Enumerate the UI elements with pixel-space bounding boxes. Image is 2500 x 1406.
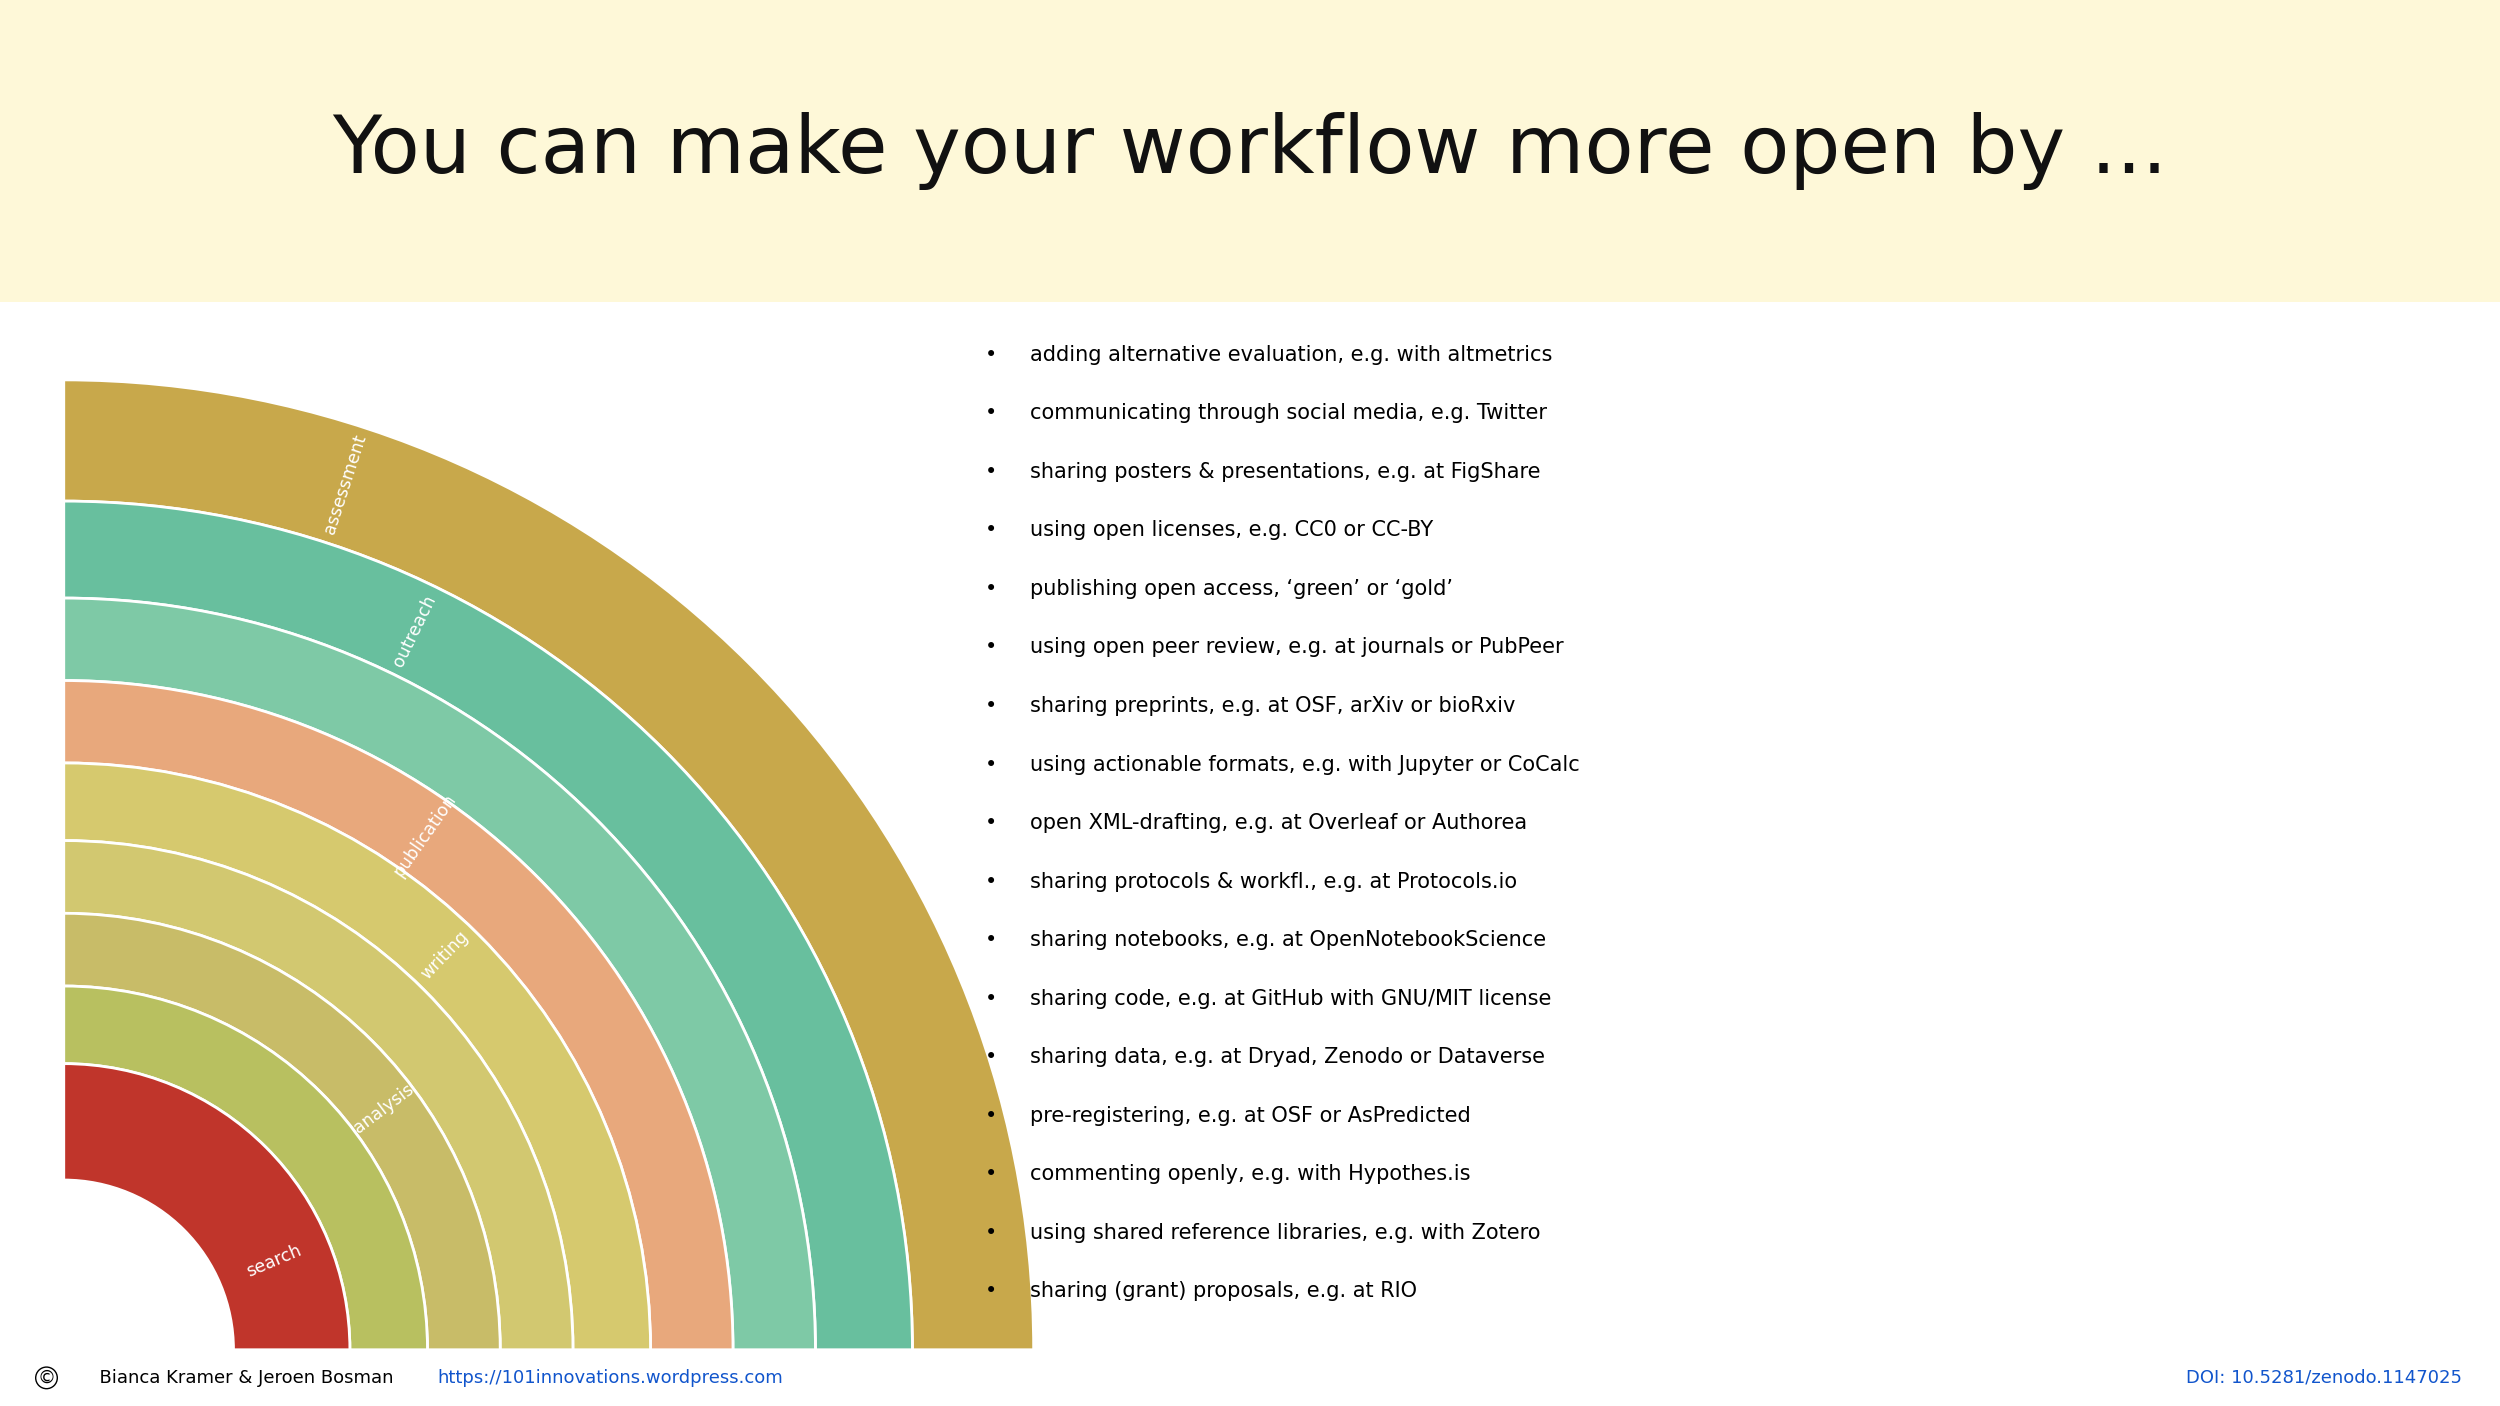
Text: sharing code, e.g. at GitHub with GNU/MIT license: sharing code, e.g. at GitHub with GNU/MI… xyxy=(1030,988,1552,1008)
Text: sharing preprints, e.g. at OSF, arXiv or bioRxiv: sharing preprints, e.g. at OSF, arXiv or… xyxy=(1030,696,1515,716)
Text: communicating through social media, e.g. Twitter: communicating through social media, e.g.… xyxy=(1030,404,1548,423)
Text: ©: © xyxy=(38,1369,55,1386)
Text: •: • xyxy=(985,755,998,775)
Text: •: • xyxy=(985,1105,998,1126)
Text: pre-registering, e.g. at OSF or AsPredicted: pre-registering, e.g. at OSF or AsPredic… xyxy=(1030,1105,1470,1126)
Text: •: • xyxy=(985,988,998,1008)
Wedge shape xyxy=(65,380,1032,1350)
Text: https://101innovations.wordpress.com: https://101innovations.wordpress.com xyxy=(438,1369,782,1386)
Text: sharing protocols & workfl., e.g. at Protocols.io: sharing protocols & workfl., e.g. at Pro… xyxy=(1030,872,1518,891)
Text: sharing posters & presentations, e.g. at FigShare: sharing posters & presentations, e.g. at… xyxy=(1030,463,1540,482)
Wedge shape xyxy=(65,841,572,1350)
Text: sharing (grant) proposals, e.g. at RIO: sharing (grant) proposals, e.g. at RIO xyxy=(1030,1281,1418,1302)
Text: •: • xyxy=(985,579,998,599)
Text: using open licenses, e.g. CC0 or CC-BY: using open licenses, e.g. CC0 or CC-BY xyxy=(1030,520,1432,540)
Text: search: search xyxy=(242,1241,305,1281)
Text: using actionable formats, e.g. with Jupyter or CoCalc: using actionable formats, e.g. with Jupy… xyxy=(1030,755,1580,775)
Wedge shape xyxy=(65,501,912,1350)
Text: sharing notebooks, e.g. at OpenNotebookScience: sharing notebooks, e.g. at OpenNotebookS… xyxy=(1030,931,1545,950)
Text: publication: publication xyxy=(390,790,460,880)
Text: •: • xyxy=(985,344,998,364)
Wedge shape xyxy=(65,763,650,1350)
Text: •: • xyxy=(985,813,998,834)
Wedge shape xyxy=(65,986,428,1350)
Text: •: • xyxy=(985,637,998,658)
Text: assessment: assessment xyxy=(320,433,370,537)
Text: outreach: outreach xyxy=(390,592,440,669)
Text: •: • xyxy=(985,696,998,716)
Wedge shape xyxy=(65,914,500,1350)
Text: •: • xyxy=(985,872,998,891)
Text: publishing open access, ‘green’ or ‘gold’: publishing open access, ‘green’ or ‘gold… xyxy=(1030,579,1452,599)
Text: analysis: analysis xyxy=(350,1080,418,1137)
Text: DOI: 10.5281/zenodo.1147025: DOI: 10.5281/zenodo.1147025 xyxy=(2188,1369,2462,1386)
Text: open XML-drafting, e.g. at Overleaf or Authorea: open XML-drafting, e.g. at Overleaf or A… xyxy=(1030,813,1528,834)
Text: using open peer review, e.g. at journals or PubPeer: using open peer review, e.g. at journals… xyxy=(1030,637,1562,658)
Wedge shape xyxy=(65,681,732,1350)
Text: adding alternative evaluation, e.g. with altmetrics: adding alternative evaluation, e.g. with… xyxy=(1030,344,1552,364)
Text: •: • xyxy=(985,520,998,540)
Text: •: • xyxy=(985,1223,998,1243)
Text: Bianca Kramer & Jeroen Bosman: Bianca Kramer & Jeroen Bosman xyxy=(88,1369,405,1386)
Text: commenting openly, e.g. with Hypothes.is: commenting openly, e.g. with Hypothes.is xyxy=(1030,1164,1470,1184)
Text: You can make your workflow more open by ...: You can make your workflow more open by … xyxy=(332,112,2168,190)
Text: •: • xyxy=(985,1164,998,1184)
Text: using shared reference libraries, e.g. with Zotero: using shared reference libraries, e.g. w… xyxy=(1030,1223,1540,1243)
Text: •: • xyxy=(985,1281,998,1302)
Text: •: • xyxy=(985,463,998,482)
Wedge shape xyxy=(65,598,815,1350)
Text: •: • xyxy=(985,404,998,423)
Text: sharing data, e.g. at Dryad, Zenodo or Dataverse: sharing data, e.g. at Dryad, Zenodo or D… xyxy=(1030,1047,1545,1067)
Text: •: • xyxy=(985,931,998,950)
Text: writing: writing xyxy=(418,928,472,983)
Text: •: • xyxy=(985,1047,998,1067)
Wedge shape xyxy=(65,1064,350,1350)
